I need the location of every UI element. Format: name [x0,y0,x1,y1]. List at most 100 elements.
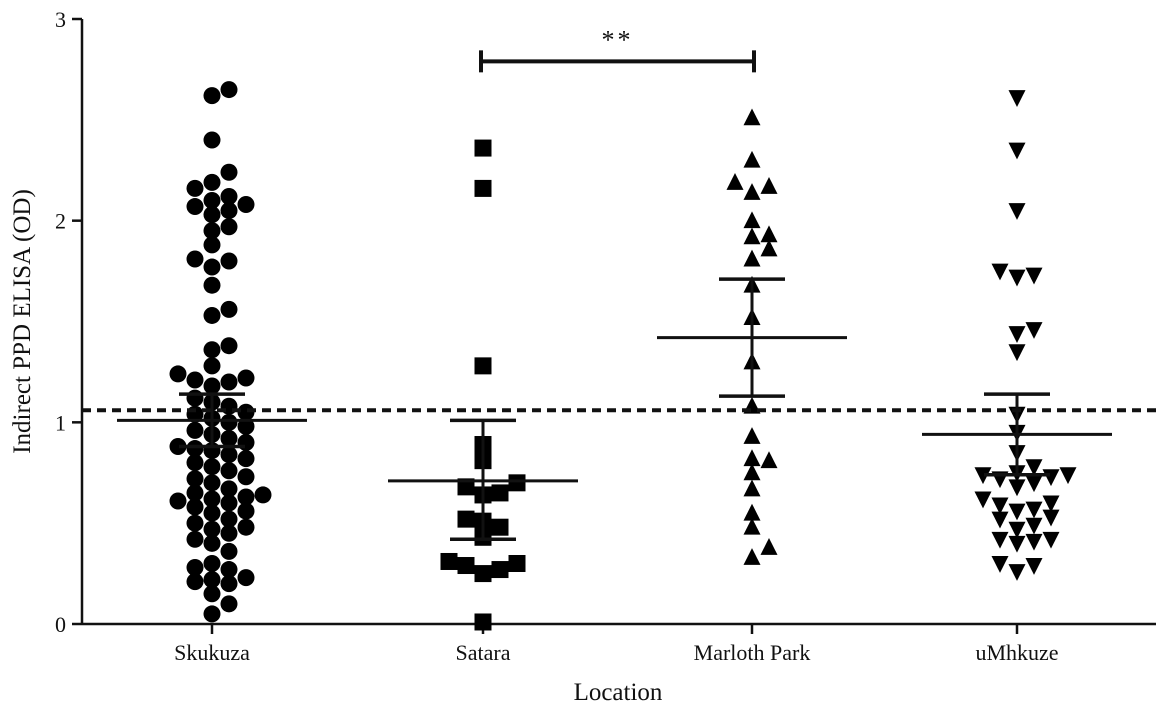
data-point-square [474,357,492,375]
summary-umhkuze [922,392,1112,477]
series-umhkuze [974,90,1077,581]
data-point-triangle-up [743,479,761,497]
data-point-circle [203,222,221,240]
data-point-circle [203,571,221,589]
y-tick-label: 1 [55,410,66,435]
data-point-circle [186,530,204,548]
data-point-triangle-down [1008,535,1026,553]
data-point-circle [169,438,187,456]
data-point-triangle-down [991,263,1009,281]
data-point-circle [203,555,221,572]
data-point-circle [203,87,221,105]
data-point-circle [237,369,255,387]
data-point-square [457,557,475,575]
data-point-triangle-down [1042,469,1060,487]
data-point-triangle-down [1008,344,1026,362]
data-point-circle [220,446,238,464]
data-point-triangle-up [743,517,761,535]
summary-marloth-park [657,277,847,398]
data-point-square [508,555,526,572]
x-tick-label: uMhkuze [975,640,1058,665]
data-point-circle [220,218,238,236]
data-point-circle [186,470,204,488]
data-point-triangle-up [743,249,761,267]
data-point-circle [220,337,238,355]
data-point-square [457,510,475,528]
data-point-circle [203,276,221,294]
x-tick-label: Marloth Park [694,640,811,665]
data-point-triangle-down [1025,533,1043,551]
data-point-circle [203,474,221,492]
data-point-triangle-down [1025,267,1043,285]
data-point-circle [220,81,238,99]
data-point-triangle-up [743,463,761,481]
data-point-triangle-down [1008,142,1026,160]
data-point-circle [237,569,255,587]
summary-bars [117,277,1112,542]
data-point-triangle-down [991,511,1009,529]
data-point-triangle-down [1008,203,1026,220]
data-point-triangle-down [991,497,1009,515]
data-point-circle [254,486,272,504]
data-point-triangle-down [974,467,992,485]
data-point-circle [237,196,255,214]
data-point-triangle-down [1008,90,1026,107]
data-point-triangle-down [1008,269,1026,287]
data-point-circle [220,252,238,270]
data-point-circle [203,377,221,395]
data-point-circle [220,187,238,205]
data-point-square [457,478,475,496]
data-point-triangle-down [1042,531,1060,549]
data-point-triangle-down [1042,509,1060,527]
data-point-circle [186,389,204,407]
data-point-circle [237,468,255,486]
data-point-triangle-down [1008,326,1026,343]
y-tick-label: 0 [55,612,66,637]
x-tick-label: Skukuza [174,640,250,665]
data-point-triangle-up [760,177,778,194]
data-point-circle [186,498,204,516]
y-tick-label: 3 [55,7,66,32]
series-marloth-park [726,108,778,565]
data-point-triangle-up [743,183,761,200]
data-point-circle [203,131,221,149]
data-point-triangle-down [1008,503,1026,521]
significance-label: ** [602,25,634,54]
data-point-circle [203,341,221,359]
data-point-triangle-up [743,503,761,521]
data-point-triangle-down [991,531,1009,549]
summary-satara [388,418,578,542]
data-point-triangle-down [1008,521,1026,539]
data-point-square [474,139,492,157]
data-point-circle [186,179,204,197]
data-point-circle [220,575,238,593]
data-point-triangle-up [760,239,778,257]
series-satara [440,139,526,631]
data-point-circle [203,173,221,191]
data-point-square [491,561,509,579]
data-point-circle [220,480,238,498]
data-point-circle [220,494,238,512]
data-point-triangle-up [743,211,761,229]
data-point-circle [186,454,204,472]
data-point-circle [203,504,221,522]
data-point-circle [186,250,204,268]
axes: 0 1 2 3 Skukuza Satara Marloth Park uMhkuze Loca… [9,7,1156,706]
data-point-circle [203,534,221,552]
data-point-circle [237,502,255,520]
data-point-triangle-down [974,491,992,509]
data-point-circle [186,440,204,458]
data-point-triangle-down [1042,495,1060,513]
data-point-circle [220,462,238,480]
data-point-circle [237,450,255,468]
data-point-circle [220,542,238,560]
data-point-triangle-up [743,427,761,444]
data-point-circle [203,585,221,603]
data-point-square [474,613,492,631]
data-point-square [508,474,526,492]
data-point-square [474,179,492,197]
data-point-circle [220,510,238,528]
data-point-circle [220,300,238,318]
data-point-circle [220,595,238,613]
data-point-square [440,552,458,570]
